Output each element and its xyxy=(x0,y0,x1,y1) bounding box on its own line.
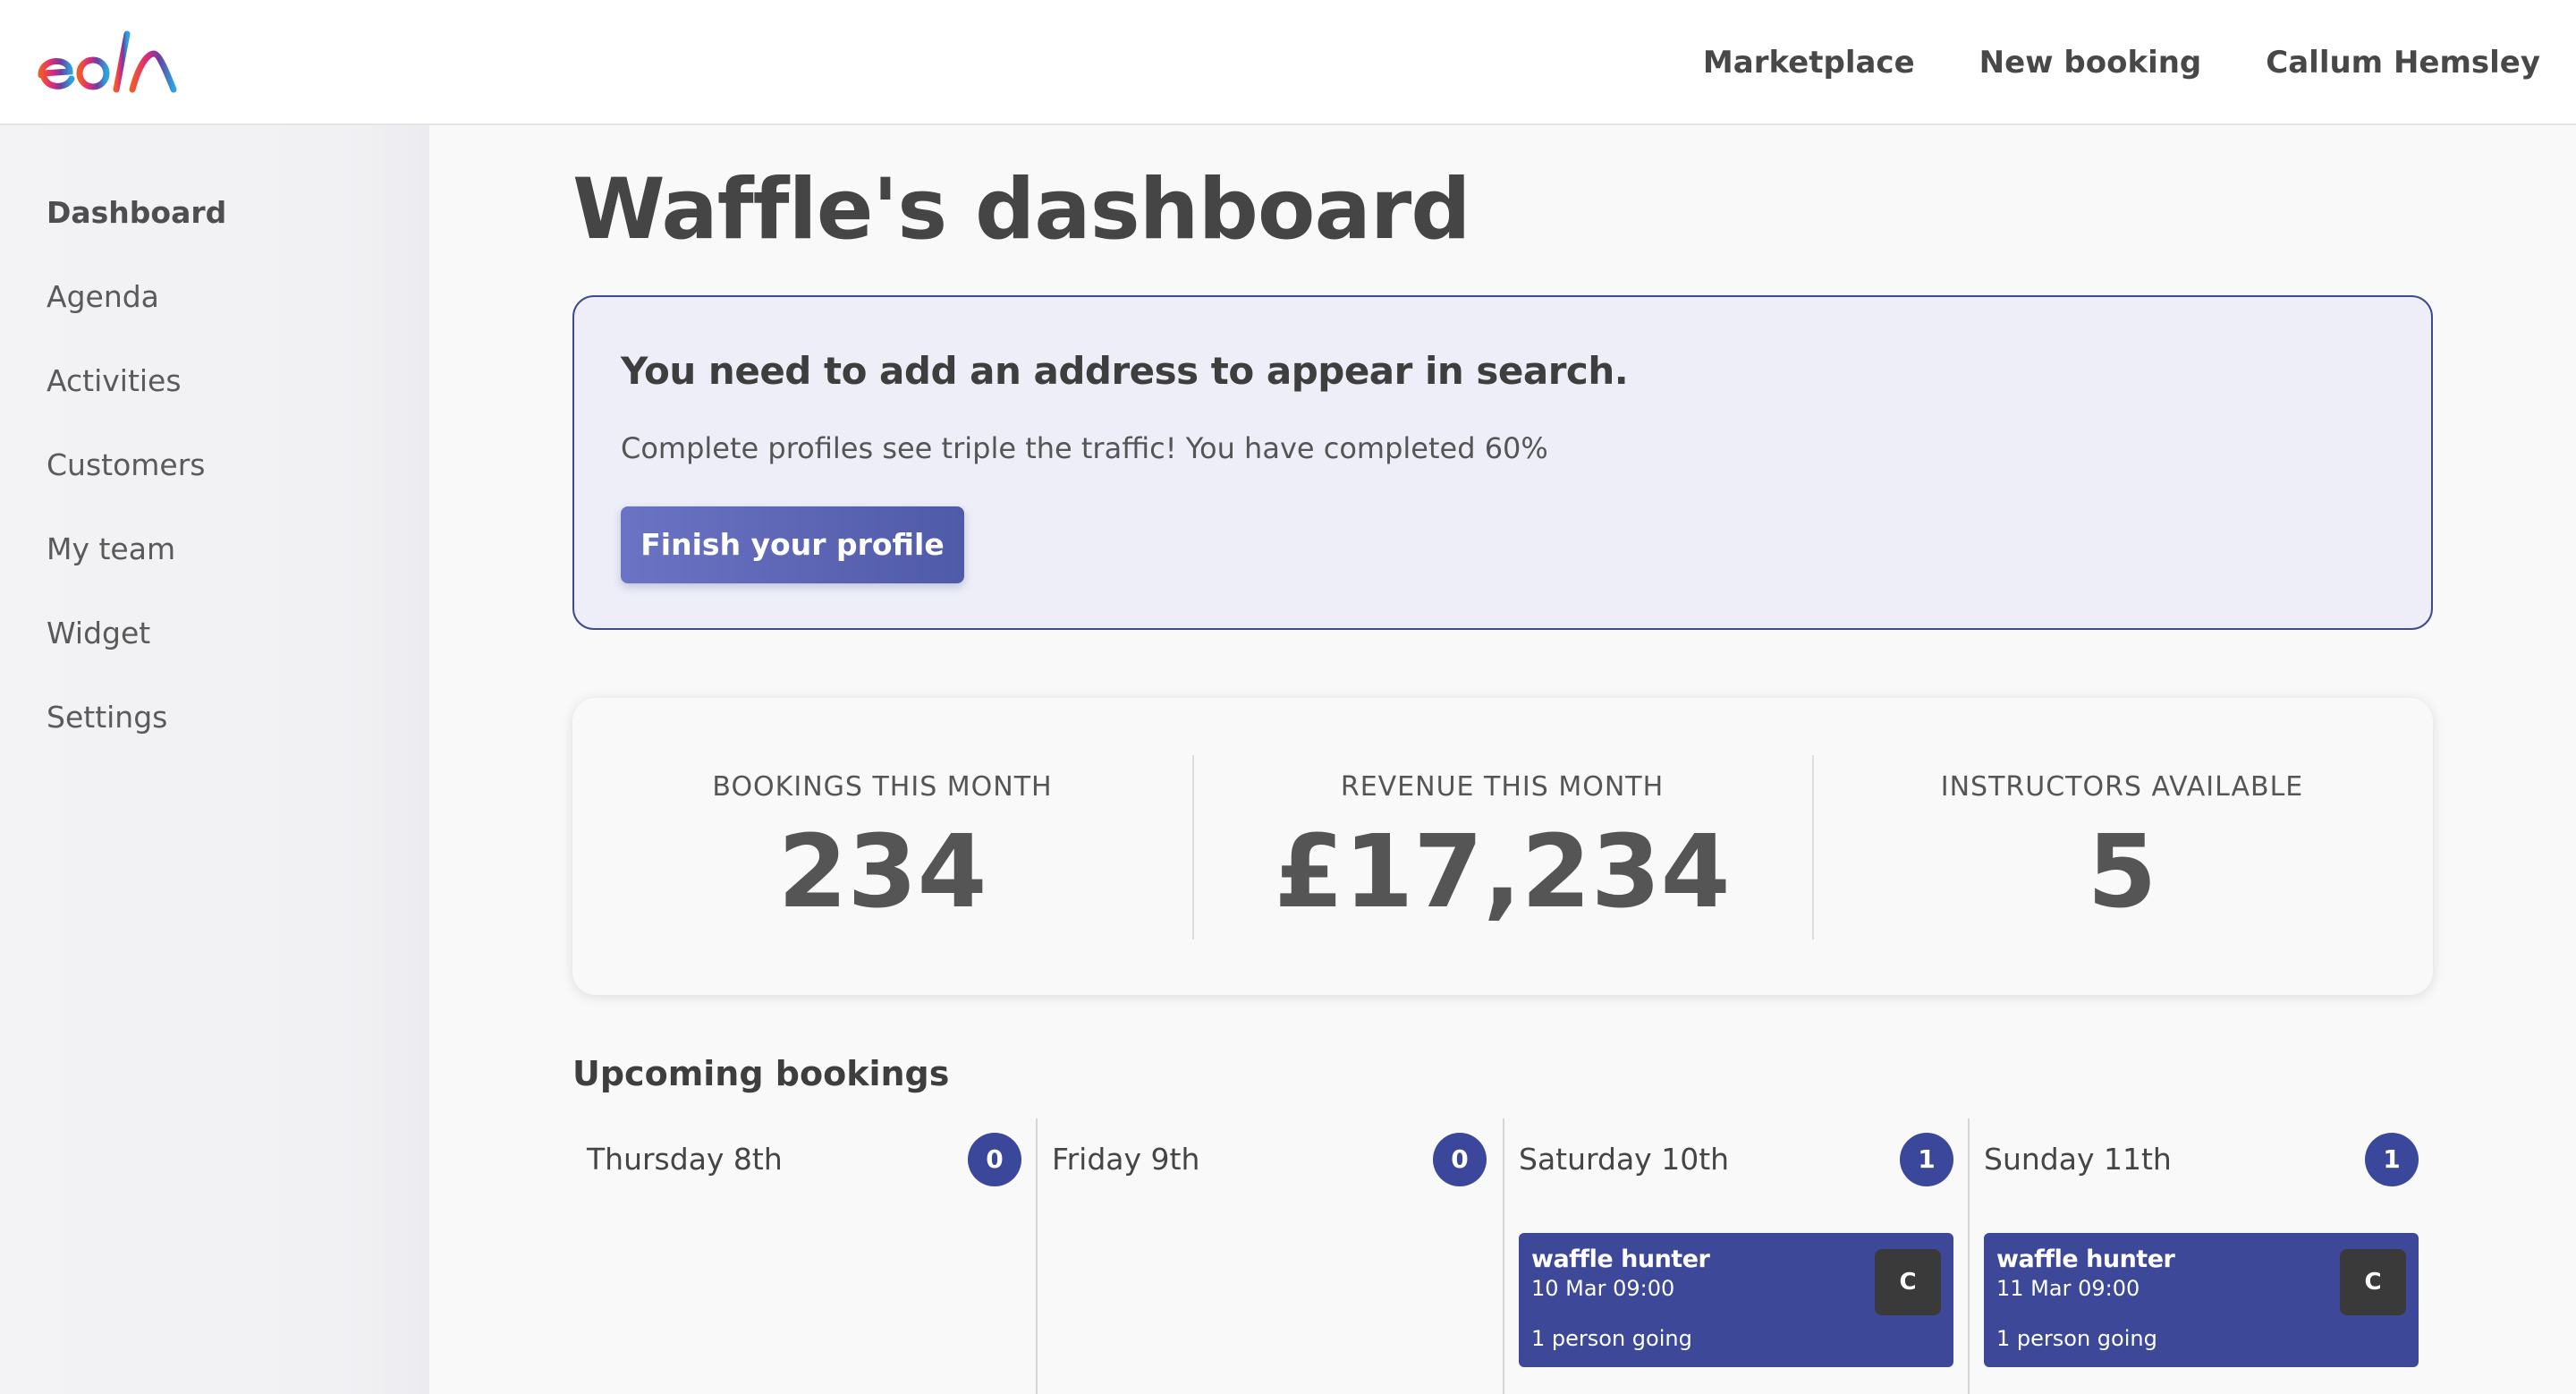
instructor-avatar[interactable]: C xyxy=(2340,1249,2406,1315)
user-menu-link[interactable]: Callum Hemsley xyxy=(2266,45,2540,81)
sidebar-item-dashboard[interactable]: Dashboard xyxy=(47,195,227,230)
stat-bookings: BOOKINGS THIS MONTH 234 xyxy=(572,698,1192,995)
stat-value: £17,234 xyxy=(1274,814,1731,931)
stats-panel: BOOKINGS THIS MONTH 234 REVENUE THIS MON… xyxy=(572,698,2433,995)
day-column-thursday: Thursday 8th 0 xyxy=(572,1118,1038,1394)
day-divider xyxy=(1503,1118,1504,1394)
day-divider xyxy=(1968,1118,1970,1394)
sidebar-item-customers[interactable]: Customers xyxy=(47,447,206,482)
new-booking-link[interactable]: New booking xyxy=(1979,45,2202,81)
stat-label: INSTRUCTORS AVAILABLE xyxy=(1940,771,2304,803)
stat-label: BOOKINGS THIS MONTH xyxy=(712,771,1053,803)
marketplace-link[interactable]: Marketplace xyxy=(1702,45,1915,81)
booking-datetime: 10 Mar 09:00 xyxy=(1531,1276,1675,1301)
booking-datetime: 11 Mar 09:00 xyxy=(1996,1276,2140,1301)
stat-revenue: REVENUE THIS MONTH £17,234 xyxy=(1192,698,1812,995)
sidebar-item-activities[interactable]: Activities xyxy=(47,363,182,398)
profile-alert: You need to add an address to appear in … xyxy=(572,295,2433,630)
sidebar-item-widget[interactable]: Widget xyxy=(47,616,151,650)
top-bar: Marketplace New booking Callum Hemsley xyxy=(0,0,2576,125)
stat-divider xyxy=(1192,755,1194,939)
day-count-badge: 0 xyxy=(968,1133,1021,1186)
day-column-friday: Friday 9th 0 xyxy=(1038,1118,1503,1394)
day-divider xyxy=(1036,1118,1038,1394)
booking-card[interactable]: waffle hunter 10 Mar 09:00 1 person goin… xyxy=(1519,1233,1953,1367)
stat-label: REVENUE THIS MONTH xyxy=(1340,771,1665,803)
sidebar: Dashboard Agenda Activities Customers My… xyxy=(0,125,429,1394)
stat-value: 234 xyxy=(777,814,987,931)
day-column-sunday: Sunday 11th 1 waffle hunter 11 Mar 09:00… xyxy=(1970,1118,2435,1394)
day-name: Friday 9th xyxy=(1052,1142,1200,1177)
day-name: Saturday 10th xyxy=(1519,1142,1730,1177)
day-name: Sunday 11th xyxy=(1984,1142,2172,1177)
stat-divider xyxy=(1812,755,1814,939)
instructor-avatar[interactable]: C xyxy=(1875,1249,1941,1315)
stat-instructors: INSTRUCTORS AVAILABLE 5 xyxy=(1812,698,2432,995)
day-count-badge: 0 xyxy=(1433,1133,1487,1186)
booking-title: waffle hunter xyxy=(1996,1245,2175,1273)
day-count-badge: 1 xyxy=(2365,1133,2419,1186)
booking-attendees: 1 person going xyxy=(1996,1326,2157,1351)
alert-text: Complete profiles see triple the traffic… xyxy=(621,431,1548,465)
day-name: Thursday 8th xyxy=(587,1142,783,1177)
eola-logo[interactable] xyxy=(34,27,195,98)
sidebar-item-settings[interactable]: Settings xyxy=(47,700,168,735)
page-title: Waffle's dashboard xyxy=(572,161,1471,259)
day-count-badge: 1 xyxy=(1900,1133,1953,1186)
top-nav: Marketplace New booking Callum Hemsley xyxy=(1639,0,2540,125)
stat-value: 5 xyxy=(2087,814,2157,931)
sidebar-item-my-team[interactable]: My team xyxy=(47,531,176,566)
upcoming-bookings-title: Upcoming bookings xyxy=(572,1054,950,1093)
finish-profile-button[interactable]: Finish your profile xyxy=(621,506,964,583)
day-column-saturday: Saturday 10th 1 waffle hunter 10 Mar 09:… xyxy=(1504,1118,1970,1394)
booking-title: waffle hunter xyxy=(1531,1245,1710,1273)
sidebar-item-agenda[interactable]: Agenda xyxy=(47,279,159,314)
booking-card[interactable]: waffle hunter 11 Mar 09:00 1 person goin… xyxy=(1984,1233,2419,1367)
alert-title: You need to add an address to appear in … xyxy=(621,349,1629,393)
booking-attendees: 1 person going xyxy=(1531,1326,1692,1351)
